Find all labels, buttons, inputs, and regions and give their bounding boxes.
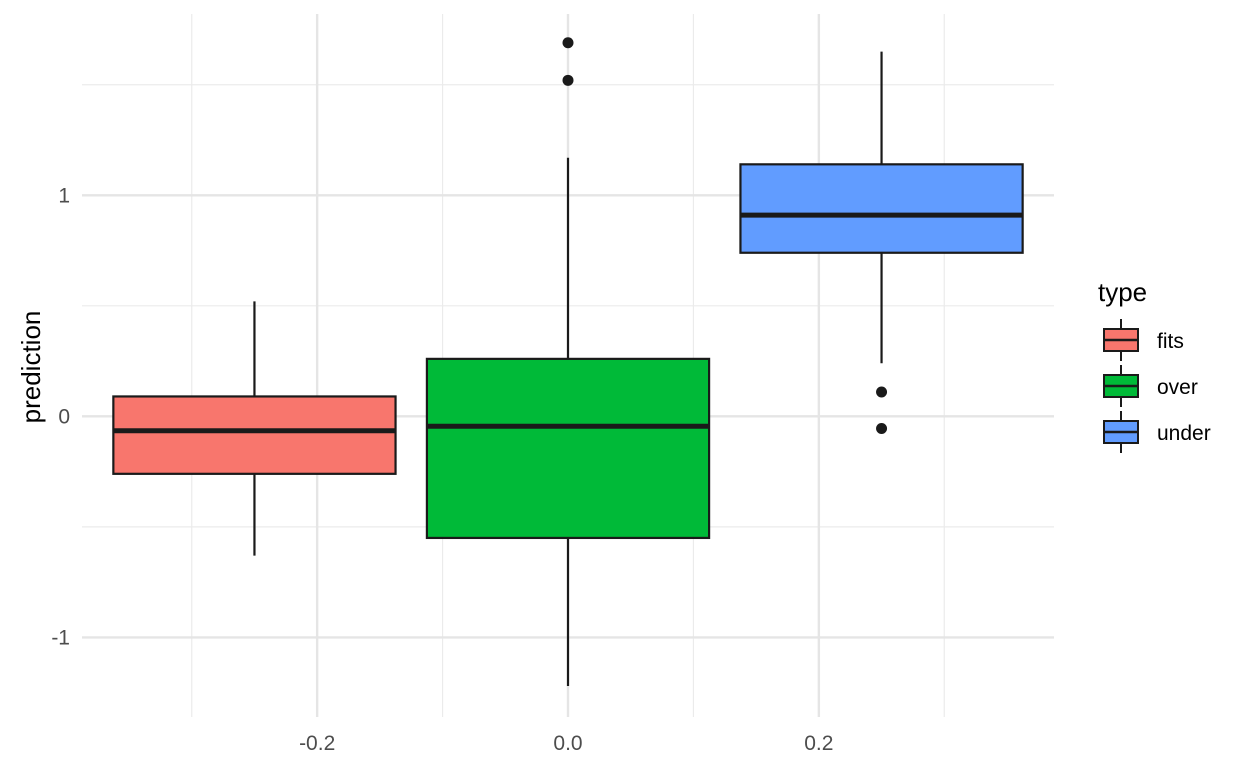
x-axis-tick-labels: -0.2 0.0 0.2 [299, 732, 833, 755]
y-tick-label: 0 [58, 405, 70, 428]
legend-items: fits over under [1103, 319, 1211, 453]
legend-item-under: under [1103, 411, 1211, 453]
x-tick-label: 0.0 [553, 732, 582, 755]
x-tick-label: -0.2 [299, 732, 335, 755]
box [739, 163, 1024, 254]
y-axis-label: prediction [16, 311, 46, 424]
boxplot-fits [112, 301, 397, 556]
legend-item-label: fits [1157, 330, 1184, 353]
legend-item-label: under [1157, 422, 1211, 445]
box [112, 395, 397, 475]
legend-item-over: over [1103, 365, 1198, 407]
y-tick-label: -1 [51, 626, 70, 649]
outlier-point [562, 37, 574, 49]
boxplot-over [425, 37, 711, 687]
box [425, 357, 711, 540]
x-tick-label: 0.2 [804, 732, 833, 755]
outlier-point [562, 74, 574, 86]
y-tick-label: 1 [58, 184, 70, 207]
y-axis-tick-labels: -1 0 1 [51, 184, 70, 649]
legend: type fits over under [1098, 277, 1211, 453]
outlier-point [876, 386, 888, 398]
boxplot-under [739, 51, 1024, 435]
outlier-point [876, 423, 888, 435]
legend-item-fits: fits [1103, 319, 1184, 361]
legend-title: type [1098, 277, 1147, 307]
legend-item-label: over [1157, 376, 1198, 399]
boxplot-series [112, 37, 1024, 687]
